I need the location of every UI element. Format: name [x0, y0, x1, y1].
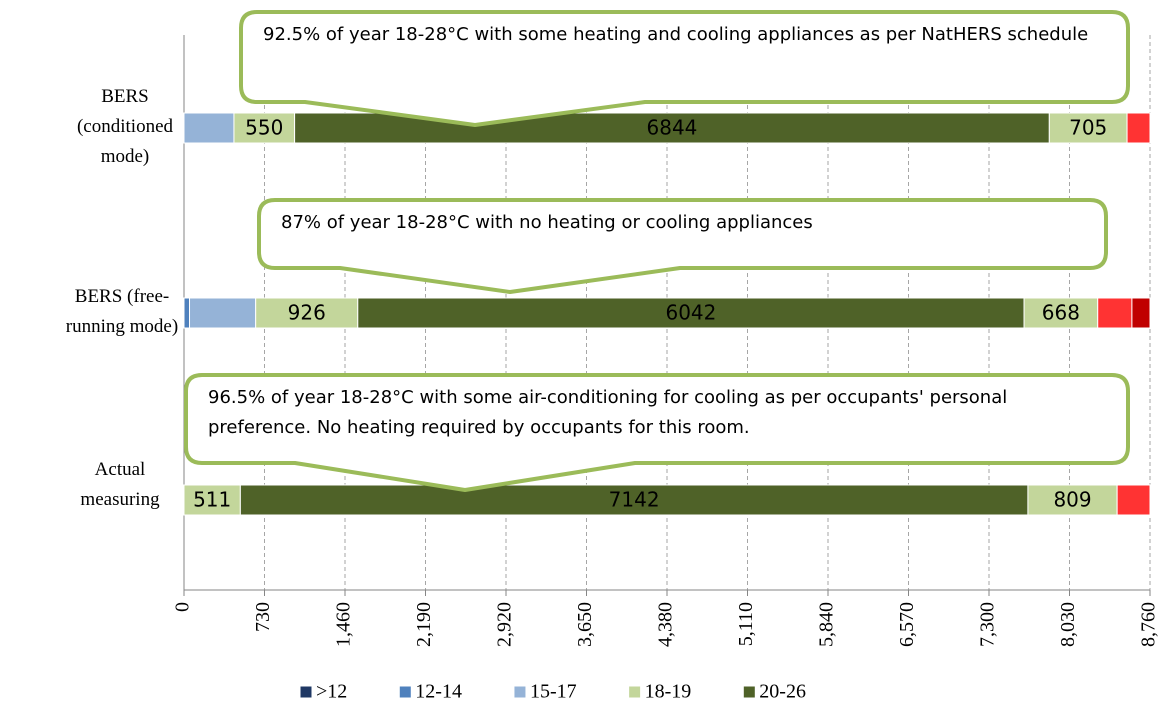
annotation-box: 87% of year 18-28°C with no heating or c… [281, 212, 813, 233]
x-tick-label: 0 [172, 602, 194, 612]
x-tick-label: 3,650 [574, 602, 596, 647]
legend-label: >12 [316, 681, 347, 703]
callout [257, 198, 1108, 294]
data-label: 809 [1053, 488, 1091, 512]
legend-swatch [742, 685, 756, 699]
data-label: 668 [1042, 301, 1080, 325]
bar-segment [183, 297, 191, 329]
annotation: 92.5% of year 18-28°C with some heating … [263, 24, 1089, 45]
data-label: 6042 [665, 301, 716, 325]
x-tick-label: 5,110 [735, 602, 757, 646]
bar-segment [1126, 112, 1151, 144]
bar-segment [233, 112, 296, 144]
data-label: 7142 [609, 488, 660, 512]
annotation-box: 96.5% of year 18-28°C with some air-cond… [208, 387, 1008, 438]
x-tick-label: 8,760 [1138, 602, 1160, 647]
data-label: 550 [245, 116, 283, 140]
legend-swatch [513, 685, 527, 699]
bar-segment [183, 484, 241, 516]
annotation: 96.5% of year 18-28°C with some air-cond… [208, 387, 1008, 438]
category-label-box: BERS (free-running mode) [65, 286, 179, 337]
legend-swatch [398, 685, 412, 699]
category-label-box: Actual measuring [80, 459, 160, 510]
category-label: BERS (conditioned mode) [76, 86, 174, 167]
x-tick-label: 7,300 [977, 602, 999, 647]
bar-segment [1048, 112, 1128, 144]
legend-swatch [299, 685, 313, 699]
data-label: 926 [288, 301, 326, 325]
callout [184, 373, 1130, 492]
annotation: 87% of year 18-28°C with no heating or c… [281, 212, 813, 233]
legend-label: 18-19 [645, 681, 692, 703]
category-label-box: BERS (conditioned mode) [76, 86, 174, 167]
data-label: 6844 [647, 116, 698, 140]
x-tick-label: 8,030 [1057, 602, 1079, 647]
category-label: BERS (free-running mode) [65, 286, 179, 337]
bar-segment [1027, 484, 1118, 516]
x-tick-label: 4,380 [655, 602, 677, 647]
x-tick-label: 6,570 [896, 602, 918, 647]
x-tick-label: 1,460 [333, 602, 355, 647]
legend-label: 15-17 [530, 681, 577, 703]
legend-swatch [628, 685, 642, 699]
data-label: 705 [1069, 116, 1107, 140]
bar-segment [1131, 297, 1151, 329]
legend-label: 20-26 [759, 681, 806, 703]
bar-segment [183, 112, 235, 144]
bar-segment [1116, 484, 1151, 516]
x-tick-label: 730 [252, 602, 274, 632]
bar-segment [189, 297, 257, 329]
bar-segment [1097, 297, 1133, 329]
bar-segment [239, 484, 1029, 516]
bar-segment [255, 297, 359, 329]
legend-label: 12-14 [415, 681, 462, 703]
x-tick-label: 5,840 [816, 602, 838, 647]
callout [239, 10, 1130, 127]
x-tick-label: 2,190 [413, 602, 435, 647]
x-tick-label: 2,920 [494, 602, 516, 647]
annotation-box: 92.5% of year 18-28°C with some heating … [263, 24, 1089, 45]
data-label: 511 [193, 488, 231, 512]
bar-segment [1023, 297, 1099, 329]
bar-segment [357, 297, 1025, 329]
category-label: Actual measuring [80, 459, 160, 510]
